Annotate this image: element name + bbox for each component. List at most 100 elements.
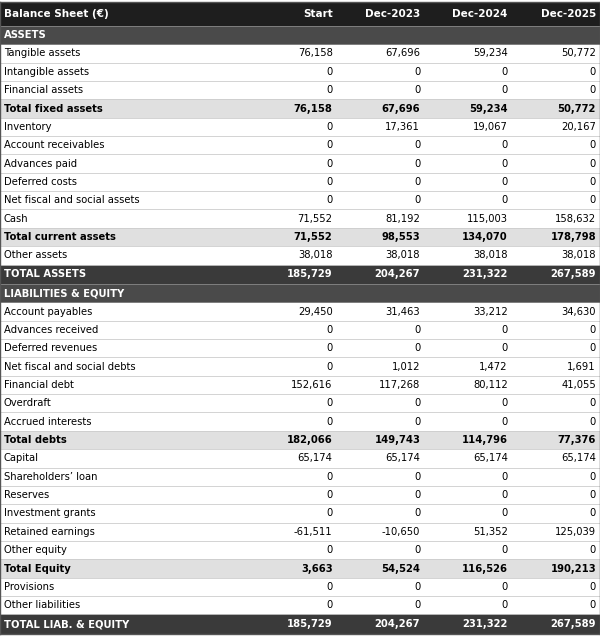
Text: 38,018: 38,018 bbox=[386, 251, 420, 260]
Text: Net fiscal and social assets: Net fiscal and social assets bbox=[4, 195, 140, 205]
Text: 0: 0 bbox=[590, 582, 596, 592]
Text: 1,012: 1,012 bbox=[392, 362, 420, 371]
Text: 1,691: 1,691 bbox=[568, 362, 596, 371]
Text: 190,213: 190,213 bbox=[550, 563, 596, 574]
Bar bbox=[0, 173, 600, 191]
Text: 0: 0 bbox=[414, 67, 420, 77]
Text: Balance Sheet (€): Balance Sheet (€) bbox=[4, 9, 109, 19]
Bar bbox=[0, 577, 600, 596]
Text: 0: 0 bbox=[590, 398, 596, 408]
Text: 0: 0 bbox=[414, 582, 420, 592]
Text: 0: 0 bbox=[326, 582, 332, 592]
Text: 0: 0 bbox=[502, 158, 508, 169]
Text: 0: 0 bbox=[502, 177, 508, 187]
Text: 29,450: 29,450 bbox=[298, 307, 332, 317]
Text: 38,018: 38,018 bbox=[473, 251, 508, 260]
Bar bbox=[0, 394, 600, 413]
Text: Financial assets: Financial assets bbox=[4, 85, 83, 95]
Text: 0: 0 bbox=[414, 195, 420, 205]
Text: 0: 0 bbox=[326, 158, 332, 169]
Text: Cash: Cash bbox=[4, 214, 29, 224]
Text: 125,039: 125,039 bbox=[555, 527, 596, 537]
Text: Retained earnings: Retained earnings bbox=[4, 527, 95, 537]
Bar bbox=[0, 523, 600, 541]
Bar bbox=[0, 596, 600, 614]
Bar bbox=[0, 376, 600, 394]
Bar bbox=[0, 486, 600, 504]
Text: 19,067: 19,067 bbox=[473, 122, 508, 132]
Text: 0: 0 bbox=[326, 398, 332, 408]
Text: 0: 0 bbox=[502, 398, 508, 408]
Text: Start: Start bbox=[303, 9, 332, 19]
Text: 0: 0 bbox=[326, 343, 332, 353]
Text: 0: 0 bbox=[590, 195, 596, 205]
Bar bbox=[0, 614, 600, 634]
Text: 0: 0 bbox=[590, 600, 596, 610]
Text: 0: 0 bbox=[414, 545, 420, 555]
Text: 1,472: 1,472 bbox=[479, 362, 508, 371]
Text: Dec-2023: Dec-2023 bbox=[365, 9, 420, 19]
Text: Account receivables: Account receivables bbox=[4, 140, 104, 150]
Text: Other assets: Other assets bbox=[4, 251, 67, 260]
Text: 0: 0 bbox=[326, 140, 332, 150]
Text: 267,589: 267,589 bbox=[551, 269, 596, 279]
Bar bbox=[0, 339, 600, 357]
Text: 71,552: 71,552 bbox=[294, 232, 332, 242]
Bar bbox=[0, 559, 600, 577]
Text: 76,158: 76,158 bbox=[298, 48, 332, 59]
Text: Account payables: Account payables bbox=[4, 307, 92, 317]
Text: 0: 0 bbox=[326, 545, 332, 555]
Text: Other equity: Other equity bbox=[4, 545, 67, 555]
Text: 0: 0 bbox=[414, 325, 420, 335]
Text: 0: 0 bbox=[502, 472, 508, 481]
Bar bbox=[0, 209, 600, 228]
Text: 185,729: 185,729 bbox=[287, 269, 332, 279]
Text: 0: 0 bbox=[414, 490, 420, 500]
Text: 0: 0 bbox=[414, 177, 420, 187]
Text: Capital: Capital bbox=[4, 453, 39, 464]
Text: 0: 0 bbox=[502, 343, 508, 353]
Text: 0: 0 bbox=[326, 600, 332, 610]
Bar bbox=[0, 118, 600, 136]
Text: 0: 0 bbox=[502, 508, 508, 518]
Text: 0: 0 bbox=[590, 67, 596, 77]
Text: 0: 0 bbox=[502, 545, 508, 555]
Bar bbox=[0, 26, 600, 45]
Text: 0: 0 bbox=[326, 362, 332, 371]
Text: Dec-2025: Dec-2025 bbox=[541, 9, 596, 19]
Text: 0: 0 bbox=[414, 600, 420, 610]
Text: Reserves: Reserves bbox=[4, 490, 49, 500]
Text: 59,234: 59,234 bbox=[469, 104, 508, 113]
Text: 0: 0 bbox=[502, 85, 508, 95]
Bar bbox=[0, 45, 600, 62]
Text: Deferred revenues: Deferred revenues bbox=[4, 343, 97, 353]
Text: 185,729: 185,729 bbox=[287, 619, 332, 629]
Text: 0: 0 bbox=[326, 472, 332, 481]
Text: TOTAL LIAB. & EQUITY: TOTAL LIAB. & EQUITY bbox=[4, 619, 129, 629]
Text: 65,174: 65,174 bbox=[298, 453, 332, 464]
Bar bbox=[0, 357, 600, 376]
Bar bbox=[0, 265, 600, 284]
Bar bbox=[0, 504, 600, 523]
Text: 0: 0 bbox=[414, 85, 420, 95]
Text: Tangible assets: Tangible assets bbox=[4, 48, 80, 59]
Text: 134,070: 134,070 bbox=[462, 232, 508, 242]
Text: 231,322: 231,322 bbox=[463, 619, 508, 629]
Text: 0: 0 bbox=[590, 140, 596, 150]
Text: Total debts: Total debts bbox=[4, 435, 67, 445]
Text: Total current assets: Total current assets bbox=[4, 232, 116, 242]
Text: 116,526: 116,526 bbox=[462, 563, 508, 574]
Text: Advances received: Advances received bbox=[4, 325, 98, 335]
Text: 0: 0 bbox=[590, 158, 596, 169]
Text: 0: 0 bbox=[590, 508, 596, 518]
Text: 59,234: 59,234 bbox=[473, 48, 508, 59]
Text: 114,796: 114,796 bbox=[462, 435, 508, 445]
Text: Provisions: Provisions bbox=[4, 582, 54, 592]
Text: Intangible assets: Intangible assets bbox=[4, 67, 89, 77]
Text: 3,663: 3,663 bbox=[301, 563, 332, 574]
Text: 54,524: 54,524 bbox=[381, 563, 420, 574]
Text: 0: 0 bbox=[502, 600, 508, 610]
Text: 65,174: 65,174 bbox=[385, 453, 420, 464]
Text: 117,268: 117,268 bbox=[379, 380, 420, 390]
Text: 0: 0 bbox=[502, 490, 508, 500]
